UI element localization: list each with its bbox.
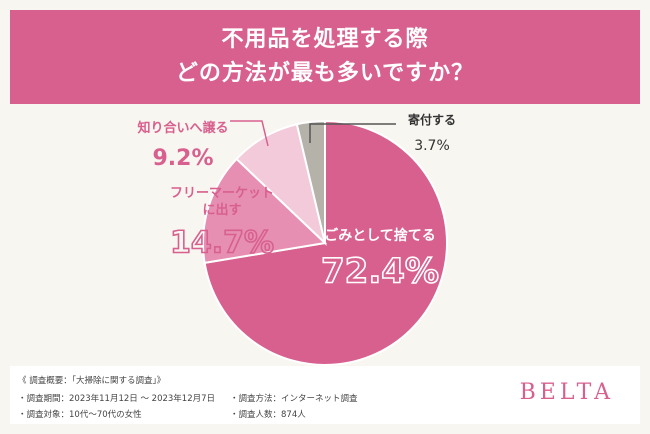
title-banner: 不用品を処理する際 どの方法が最も多いですか？ [10, 10, 640, 104]
title-line-2: どの方法が最も多いですか？ [175, 61, 475, 86]
slice-label-2-line-1: フリーマーケット [170, 186, 274, 201]
leader-line-donation [309, 123, 396, 143]
slice-label-2-line-2: に出す [202, 202, 241, 218]
slice-value-3: 9.2% [152, 146, 213, 171]
survey-footer: 《 調査概要：「大掃除に関する調査」》 ・調査期間：2023年11月12日 ～ … [10, 366, 640, 424]
slice-value-4: 3.7% [414, 138, 450, 154]
title-line-1: 不用品を処理する際 [221, 27, 429, 52]
slice-label-4-line-1: 寄付する [408, 112, 456, 127]
slice-value-2: 14.7% [170, 226, 274, 261]
survey-overview: 《 調査概要：「大掃除に関する調査」》 [18, 376, 166, 386]
survey-count: ・調査人数：874人 [230, 410, 306, 420]
slice-label-3-line-1: 知り合いへ譲る [137, 120, 228, 136]
pie-slice-4 [295, 119, 326, 244]
pie-slice-2 [202, 157, 328, 264]
leader-line-acquaintance [230, 120, 269, 147]
survey-target: ・調査対象：10代～70代の女性 [18, 410, 142, 420]
survey-period: ・調査期間：2023年11月12日 ～ 2023年12月7日 [18, 394, 216, 404]
belta-logo: BELTA [519, 380, 614, 405]
slice-value-1: 72.4% [321, 251, 439, 291]
slice-label-1-line-1: ごみとして捨てる [324, 227, 436, 244]
survey-method: ・調査方法：インターネット調査 [230, 394, 358, 404]
